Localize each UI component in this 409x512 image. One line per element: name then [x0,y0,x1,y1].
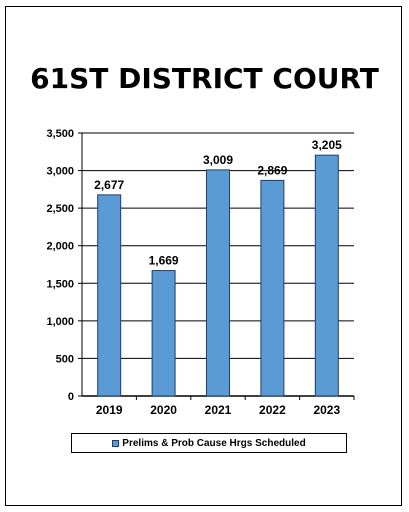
y-tick-label: 0 [68,391,74,403]
bar-value-label: 3,205 [312,138,342,152]
legend-swatch [112,439,120,447]
legend-label: Prelims & Prob Cause Hrgs Scheduled [122,437,306,449]
legend: Prelims & Prob Cause Hrgs Scheduled [71,433,347,453]
bar [314,154,339,397]
x-tick-label: 2023 [313,403,340,417]
y-tick-label: 2,000 [46,241,74,253]
x-tick-label: 2022 [259,403,286,417]
chart-title: 61ST DISTRICT COURT [30,62,379,95]
bar [260,179,285,397]
y-tick-label: 3,000 [46,166,74,178]
y-tick-label: 1,000 [46,316,74,328]
x-tick-label: 2019 [96,403,123,417]
bar [206,169,230,397]
bar [97,194,122,397]
y-tick-label: 500 [56,353,74,365]
bar-value-label: 2,869 [257,163,287,177]
y-tick-label: 3,500 [46,128,74,140]
x-tick-label: 2021 [205,403,232,417]
y-tick-label: 2,500 [46,203,74,215]
x-tick-label: 2020 [150,403,177,417]
bar [151,270,176,397]
y-tick-label: 1,500 [46,278,74,290]
bar-value-label: 3,009 [203,153,233,167]
bar-value-label: 2,677 [94,178,124,192]
bar-value-label: 1,669 [149,254,179,268]
